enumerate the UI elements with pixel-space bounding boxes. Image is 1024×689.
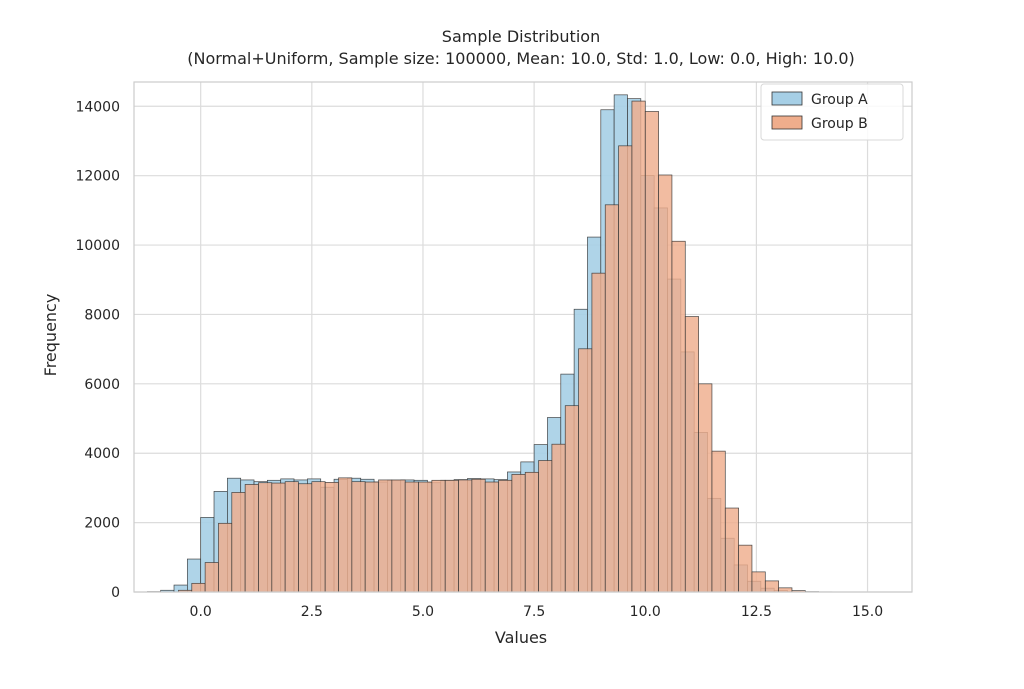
bar-group-b: [564, 405, 579, 593]
series-group-b-bars: [178, 100, 833, 593]
bar-group-b: [724, 507, 739, 593]
bar-group-b: [258, 482, 273, 593]
bar-group-b: [684, 316, 699, 593]
legend-label-group-b: Group B: [811, 116, 868, 132]
bar-group-b: [538, 460, 553, 593]
x-axis-label: Values: [495, 628, 547, 647]
legend-swatch-group-b: [771, 115, 803, 130]
y-tick-label: 14000: [75, 99, 120, 115]
x-tick-label: 0.0: [190, 604, 212, 620]
chart-subtitle: (Normal+Uniform, Sample size: 100000, Me…: [187, 49, 855, 68]
bar-group-b: [671, 240, 686, 593]
bar-group-b: [418, 481, 433, 593]
bar-group-b: [471, 478, 486, 593]
bar-group-b: [604, 204, 619, 593]
legend: Group A Group B: [760, 83, 904, 141]
y-tick-label: 12000: [75, 169, 120, 185]
y-tick-label: 0: [111, 585, 120, 601]
chart-title: Sample Distribution: [442, 27, 600, 46]
bar-group-b: [351, 481, 366, 593]
legend-label-group-a: Group A: [811, 92, 868, 108]
bar-group-b: [738, 544, 753, 593]
bar-group-b: [218, 522, 233, 593]
bar-group-b: [618, 145, 633, 593]
bar-group-b: [511, 474, 526, 593]
bar-group-b: [338, 477, 353, 593]
bar-group-b: [711, 450, 726, 593]
bar-group-b: [764, 580, 779, 593]
x-tick-label: 15.0: [852, 604, 883, 620]
bar-group-b: [578, 348, 593, 593]
y-tick-label: 8000: [84, 307, 120, 323]
bar-group-b: [431, 479, 446, 593]
x-tick-labels: 0.0 2.5 5.0 7.5 10.0 12.5 15.0: [190, 604, 884, 620]
y-axis-label: Frequency: [41, 294, 60, 377]
bar-group-b: [498, 479, 513, 593]
bar-group-b: [591, 272, 606, 593]
plot-area: 0.0 2.5 5.0 7.5 10.0 12.5 15.0 0 2000 4000 6000 80…: [75, 81, 913, 620]
bar-group-b: [378, 479, 393, 593]
bar-group-b: [631, 100, 646, 593]
bar-group-b: [778, 587, 793, 593]
legend-swatch-group-a: [771, 91, 803, 106]
bar-group-b: [484, 481, 499, 593]
bar-group-b: [444, 479, 459, 593]
x-tick-label: 5.0: [412, 604, 434, 620]
bar-group-b: [311, 481, 326, 593]
y-tick-labels: 0 2000 4000 6000 8000 10000 12000 14000: [75, 99, 120, 601]
bar-group-b: [231, 492, 246, 593]
y-tick-label: 4000: [84, 446, 120, 462]
y-tick-label: 6000: [84, 377, 120, 393]
bar-group-b: [404, 481, 419, 593]
bar-group-b: [751, 571, 766, 593]
bar-group-b: [271, 482, 286, 593]
x-tick-label: 12.5: [741, 604, 772, 620]
bar-group-b: [284, 481, 299, 593]
bar-group-b: [551, 443, 566, 593]
plot-frame: [133, 81, 913, 593]
bar-group-b: [658, 174, 673, 593]
x-tick-label: 10.0: [630, 604, 661, 620]
bar-group-b: [244, 484, 259, 593]
bar-group-b: [298, 483, 313, 593]
bar-group-b: [698, 383, 713, 593]
bar-group-b: [391, 479, 406, 593]
bar-group-b: [324, 482, 339, 593]
y-tick-label: 2000: [84, 516, 120, 532]
bar-group-b: [458, 479, 473, 593]
bar-group-b: [204, 562, 219, 593]
bar-group-b: [524, 471, 539, 593]
x-tick-label: 7.5: [523, 604, 545, 620]
x-tick-label: 2.5: [301, 604, 323, 620]
bar-group-b: [364, 481, 379, 593]
y-tick-label: 10000: [75, 238, 120, 254]
bar-group-b: [191, 582, 206, 593]
bar-group-b: [644, 111, 659, 593]
